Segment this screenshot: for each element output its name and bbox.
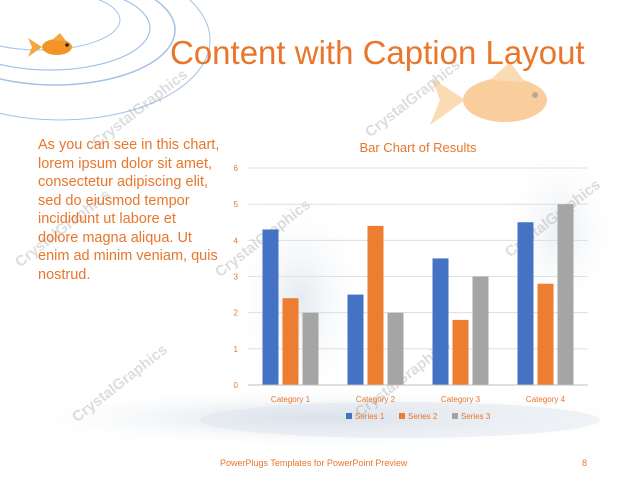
y-tick-label: 5 — [234, 200, 239, 209]
y-tick-label: 0 — [234, 381, 239, 390]
legend-swatch — [346, 413, 352, 419]
chart-title: Bar Chart of Results — [359, 140, 477, 155]
bar — [302, 312, 319, 385]
chart-legend: Series 1 Series 2 Series 3 — [346, 412, 491, 421]
chart-bars — [262, 204, 574, 385]
x-axis: Category 1 Category 2 Category 3 Category 4 — [248, 384, 588, 404]
chart-grid — [248, 167, 588, 386]
y-tick-label: 4 — [234, 236, 239, 245]
x-tick-label: Category 4 — [526, 395, 566, 404]
legend-label: Series 2 — [408, 412, 438, 421]
bar — [282, 298, 299, 385]
bar — [387, 312, 404, 385]
bar — [262, 229, 279, 385]
caption-text: As you can see in this chart, lorem ipsu… — [38, 137, 220, 283]
x-tick-label: Category 2 — [356, 395, 396, 404]
x-tick-label: Category 3 — [441, 395, 481, 404]
y-tick-label: 1 — [234, 345, 239, 354]
page-number: 8 — [582, 458, 588, 468]
y-axis: 0 1 2 3 4 5 6 — [234, 164, 239, 390]
bar — [517, 222, 534, 385]
bar — [367, 225, 384, 385]
bar — [347, 294, 364, 385]
bar — [472, 276, 489, 385]
bar — [537, 283, 554, 385]
bar — [557, 204, 574, 385]
bar — [432, 258, 449, 385]
legend-swatch — [452, 413, 458, 419]
bar — [452, 319, 469, 385]
y-tick-label: 6 — [234, 164, 239, 173]
goldfish-large-icon — [430, 62, 547, 125]
footer-text: PowerPlugs Templates for PowerPoint Prev… — [220, 458, 408, 468]
ripple-decoration — [0, 0, 211, 121]
legend-swatch — [399, 413, 405, 419]
y-tick-label: 2 — [234, 309, 239, 318]
legend-label: Series 1 — [355, 412, 385, 421]
legend-label: Series 3 — [461, 412, 491, 421]
goldfish-icon — [28, 33, 72, 57]
slide-title: Content with Caption Layout — [170, 34, 585, 71]
y-tick-label: 3 — [234, 273, 239, 282]
x-tick-label: Category 1 — [271, 395, 311, 404]
